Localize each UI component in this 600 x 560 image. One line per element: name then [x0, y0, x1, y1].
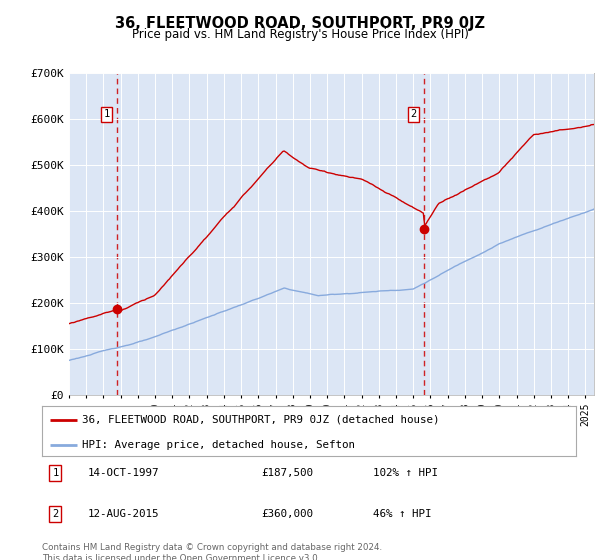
Text: £360,000: £360,000	[261, 509, 313, 519]
Text: Contains HM Land Registry data © Crown copyright and database right 2024.
This d: Contains HM Land Registry data © Crown c…	[42, 543, 382, 560]
Text: 46% ↑ HPI: 46% ↑ HPI	[373, 509, 431, 519]
Text: 1: 1	[52, 468, 58, 478]
Text: £187,500: £187,500	[261, 468, 313, 478]
Text: 2: 2	[52, 509, 58, 519]
Text: Price paid vs. HM Land Registry's House Price Index (HPI): Price paid vs. HM Land Registry's House …	[131, 28, 469, 41]
Text: 1: 1	[104, 109, 110, 119]
Text: 14-OCT-1997: 14-OCT-1997	[88, 468, 159, 478]
Text: 12-AUG-2015: 12-AUG-2015	[88, 509, 159, 519]
Text: 2: 2	[410, 109, 417, 119]
Text: 36, FLEETWOOD ROAD, SOUTHPORT, PR9 0JZ: 36, FLEETWOOD ROAD, SOUTHPORT, PR9 0JZ	[115, 16, 485, 31]
Text: 36, FLEETWOOD ROAD, SOUTHPORT, PR9 0JZ (detached house): 36, FLEETWOOD ROAD, SOUTHPORT, PR9 0JZ (…	[82, 414, 440, 424]
Text: HPI: Average price, detached house, Sefton: HPI: Average price, detached house, Seft…	[82, 440, 355, 450]
Text: 102% ↑ HPI: 102% ↑ HPI	[373, 468, 438, 478]
